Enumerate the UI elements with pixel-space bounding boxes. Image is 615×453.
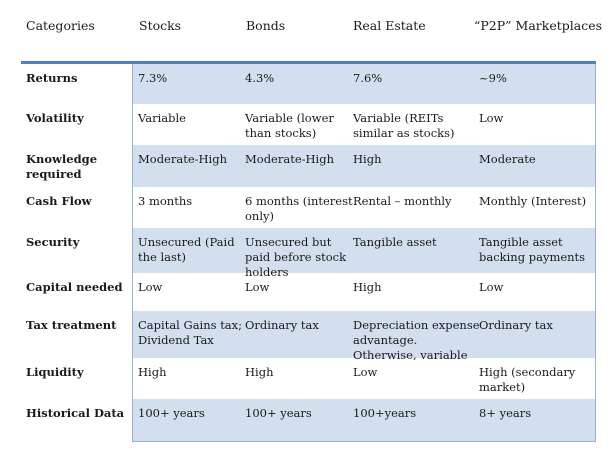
- cell-stocks: High: [138, 365, 167, 379]
- cell-bonds: Variable (lower than stocks): [245, 111, 334, 140]
- cell-p2p: Low: [479, 111, 504, 125]
- row-label: Knowledge required: [26, 152, 98, 181]
- cell-real-estate: High: [353, 152, 382, 166]
- row-data: Low Low High Low: [132, 273, 596, 311]
- cell-p2p: 8+ years: [479, 406, 532, 420]
- table-row-security: Security Unsecured (Paid the last) Unsec…: [21, 228, 596, 279]
- header-p2p-marketplaces: “P2P” Marketplaces: [474, 18, 603, 33]
- cell-stocks: 3 months: [138, 194, 193, 208]
- cell-real-estate: Variable (REITs similar as stocks): [353, 111, 455, 140]
- cell-real-estate: Low: [353, 365, 378, 379]
- cell-stocks: Capital Gains tax; Dividend Tax: [138, 318, 243, 347]
- header-categories: Categories: [26, 18, 95, 33]
- table-bottom-rule: [132, 441, 596, 442]
- row-label: Returns: [26, 71, 78, 85]
- row-data: Unsecured (Paid the last) Unsecured but …: [132, 228, 596, 279]
- cell-stocks: Variable: [138, 111, 186, 125]
- header-stocks: Stocks: [139, 18, 182, 33]
- cell-bonds: High: [245, 365, 274, 379]
- row-label: Volatility: [26, 111, 84, 125]
- cell-real-estate: Depreciation expense advantage. Otherwis…: [353, 318, 480, 362]
- header-bonds: Bonds: [246, 18, 286, 33]
- table-row-tax-treatment: Tax treatment Capital Gains tax; Dividen…: [21, 311, 596, 362]
- row-label: Security: [26, 235, 80, 249]
- table-row-capital-needed: Capital needed Low Low High Low: [21, 273, 596, 311]
- row-label: Cash Flow: [26, 194, 92, 208]
- cell-p2p: Ordinary tax: [479, 318, 553, 332]
- cell-bonds: Low: [245, 280, 270, 294]
- row-label: Capital needed: [26, 280, 123, 294]
- row-data: 3 months 6 months (interest only) Rental…: [132, 187, 596, 228]
- cell-p2p: ~9%: [479, 71, 507, 85]
- row-label: Tax treatment: [26, 318, 117, 332]
- cell-bonds: 6 months (interest only): [245, 194, 353, 223]
- row-data: 100+ years 100+ years 100+years 8+ years: [132, 399, 596, 441]
- table-row-returns: Returns 7.3% 4.3% 7.6% ~9%: [21, 64, 596, 104]
- cell-bonds: Unsecured but paid before stock holders: [245, 235, 347, 279]
- cell-p2p: Tangible asset backing payments: [479, 235, 586, 264]
- cell-real-estate: Tangible asset: [353, 235, 437, 249]
- cell-stocks: 7.3%: [138, 71, 168, 85]
- cell-bonds: 100+ years: [245, 406, 312, 420]
- table-top-rule: [21, 61, 596, 64]
- cell-real-estate: High: [353, 280, 382, 294]
- row-label: Liquidity: [26, 365, 84, 379]
- row-data: Capital Gains tax; Dividend Tax Ordinary…: [132, 311, 596, 362]
- table-header: Categories Stocks Bonds Real Estate “P2P…: [0, 18, 615, 42]
- cell-bonds: Moderate-High: [245, 152, 335, 166]
- cell-real-estate: 7.6%: [353, 71, 383, 85]
- header-real-estate: Real Estate: [353, 18, 426, 33]
- cell-stocks: 100+ years: [138, 406, 205, 420]
- table-row-cash-flow: Cash Flow 3 months 6 months (interest on…: [21, 187, 596, 228]
- cell-bonds: 4.3%: [245, 71, 275, 85]
- row-data: 7.3% 4.3% 7.6% ~9%: [132, 64, 596, 104]
- table-row-knowledge-required: Knowledge required Moderate-High Moderat…: [21, 145, 596, 187]
- cell-p2p: Low: [479, 280, 504, 294]
- cell-stocks: Unsecured (Paid the last): [138, 235, 235, 264]
- cell-bonds: Ordinary tax: [245, 318, 319, 332]
- row-data: Moderate-High Moderate-High High Moderat…: [132, 145, 596, 187]
- cell-real-estate: 100+years: [353, 406, 417, 420]
- cell-p2p: Moderate: [479, 152, 536, 166]
- table-row-volatility: Volatility Variable Variable (lower than…: [21, 104, 596, 145]
- cell-real-estate: Rental – monthly: [353, 194, 452, 208]
- row-data: High High Low High (secondary market): [132, 358, 596, 399]
- cell-stocks: Low: [138, 280, 163, 294]
- cell-stocks: Moderate-High: [138, 152, 228, 166]
- row-label: Historical Data: [26, 406, 125, 420]
- table-row-liquidity: Liquidity High High Low High (secondary …: [21, 358, 596, 399]
- cell-p2p: High (secondary market): [479, 365, 576, 394]
- row-data: Variable Variable (lower than stocks) Va…: [132, 104, 596, 145]
- cell-p2p: Monthly (Interest): [479, 194, 587, 208]
- table-row-historical-data: Historical Data 100+ years 100+ years 10…: [21, 399, 596, 441]
